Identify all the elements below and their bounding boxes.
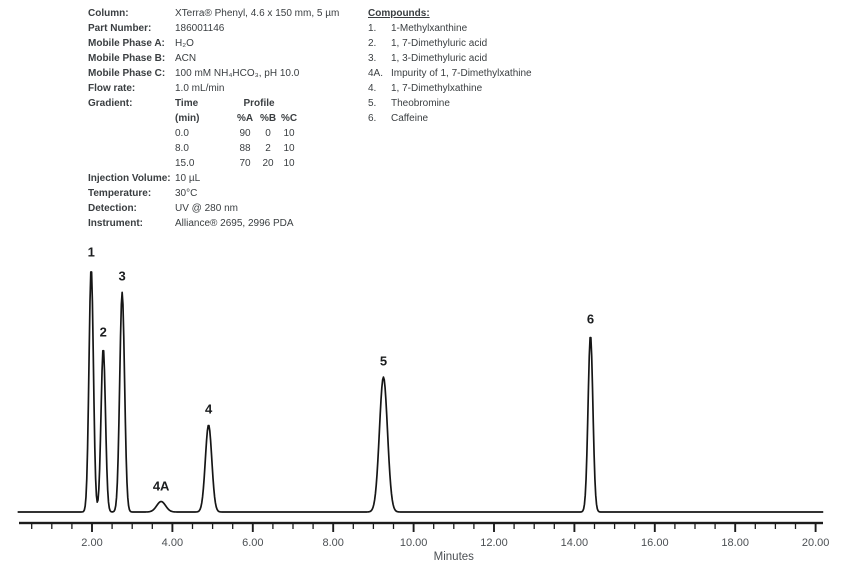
method-field-label: Mobile Phase B:	[88, 53, 166, 64]
method-row: Column: XTerra® Phenyl, 4.6 x 150 mm, 5 µ…	[88, 6, 339, 21]
gradient-subheader-a: %A	[236, 113, 254, 124]
method-row: Injection Volume: 10 µL	[88, 171, 339, 186]
compound-items: 1. 1-Methylxanthine 2. 1, 7-Dimethyluric ac…	[368, 21, 532, 126]
peak-label-2: 2	[99, 324, 107, 340]
method-field-value: 10 µL	[175, 173, 201, 184]
gradient-header-time: Time	[175, 98, 199, 109]
method-field-value: 30°C	[175, 188, 198, 199]
compound-number: 5.	[368, 98, 377, 109]
gradient-cell-time: 15.0	[175, 158, 195, 169]
method-field-value: 186001146	[175, 23, 225, 34]
method-field-label: Injection Volume:	[88, 173, 171, 184]
method-row: Instrument: Alliance® 2695, 2996 PDA	[88, 216, 339, 231]
method-conditions: Column: XTerra® Phenyl, 4.6 x 150 mm, 5 µ…	[88, 6, 339, 231]
gradient-subheader-min: (min)	[175, 113, 200, 124]
gradient-subheader-b: %B	[259, 113, 277, 124]
compound-name: 1, 7-Dimethyluric acid	[391, 38, 488, 49]
method-field-label: Mobile Phase C:	[88, 68, 166, 79]
compound-number: 4A.	[368, 68, 384, 79]
method-field-label: Temperature:	[88, 188, 152, 199]
method-row: Mobile Phase A: H₂O	[88, 36, 339, 51]
compound-name: 1, 3-Dimethyluric acid	[391, 53, 488, 64]
gradient-cell-b: 20	[262, 158, 274, 169]
x-tick-label: 2.00	[81, 537, 103, 549]
method-row: Detection: UV @ 280 nm	[88, 201, 339, 216]
peak-label-4: 4	[204, 401, 213, 417]
method-row: Flow rate: 1.0 mL/min	[88, 81, 339, 96]
method-row: Mobile Phase B: ACN	[88, 51, 339, 66]
method-field-value: XTerra® Phenyl, 4.6 x 150 mm, 5 µm	[175, 8, 340, 19]
compound-item: 4A. Impurity of 1, 7-Dimethylxathine	[368, 66, 532, 81]
x-tick-label: 12.00	[480, 537, 508, 549]
x-tick-label: 6.00	[242, 537, 264, 549]
gradient-table: Time Profile (min) %A %B %C 0.0 90 0 10 8.0 88 2 10 15…	[175, 96, 301, 171]
gradient-subheader-c: %C	[280, 113, 298, 124]
compound-name: Caffeine	[391, 113, 429, 124]
peak-label-4A: 4A	[152, 478, 170, 493]
gradient-cell-time: 8.0	[175, 143, 189, 154]
peak-label-5: 5	[379, 353, 388, 369]
compounds-list: Compounds: 1. 1-Methylxanthine 2. 1, 7-Dime…	[368, 6, 532, 126]
method-field-label: Column:	[88, 8, 129, 19]
gradient-section: Gradient: Time Profile (min) %A %B %C 0.0 90 0 10 8…	[88, 96, 339, 171]
peak-label-6: 6	[586, 311, 595, 327]
gradient-label: Gradient:	[88, 98, 133, 109]
x-tick-label: 4.00	[161, 537, 184, 549]
gradient-cell-c: 10	[283, 128, 295, 139]
compound-item: 1. 1-Methylxanthine	[368, 21, 532, 36]
gradient-cell-a: 70	[239, 158, 251, 169]
compound-name: 1-Methylxanthine	[391, 23, 468, 34]
x-axis-line	[19, 521, 823, 525]
compound-number: 6.	[368, 113, 377, 124]
compound-number: 3.	[368, 53, 377, 64]
compound-name: 1, 7-Dimethylxathine	[391, 83, 483, 94]
method-field-label: Part Number:	[88, 23, 152, 34]
method-field-label: Instrument:	[88, 218, 143, 229]
compound-item: 4. 1, 7-Dimethylxathine	[368, 81, 532, 96]
peak-label-3: 3	[118, 268, 126, 284]
method-field-label: Flow rate:	[88, 83, 136, 94]
compound-item: 2. 1, 7-Dimethyluric acid	[368, 36, 532, 51]
method-row: Part Number: 186001146	[88, 21, 339, 36]
method-field-value: Alliance® 2695, 2996 PDA	[175, 218, 294, 229]
x-axis-title: Minutes	[433, 551, 474, 563]
compound-item: 3. 1, 3-Dimethyluric acid	[368, 51, 532, 66]
method-field-value: H₂O	[175, 38, 194, 49]
compound-number: 2.	[368, 38, 377, 49]
x-tick-label: 16.00	[641, 537, 669, 549]
gradient-cell-c: 10	[283, 143, 295, 154]
method-field-value: 100 mM NH₄HCO₃, pH 10.0	[175, 68, 300, 79]
x-tick-label: 18.00	[721, 537, 749, 549]
compound-name: Impurity of 1, 7-Dimethylxathine	[391, 68, 532, 79]
x-tick-label: 10.00	[399, 537, 428, 549]
method-field-value: UV @ 280 nm	[175, 203, 238, 214]
method-field-value: 1.0 mL/min	[175, 83, 225, 94]
method-field-label: Mobile Phase A:	[88, 38, 165, 49]
chromatogram-trace	[17, 271, 824, 513]
gradient-cell-c: 10	[283, 158, 295, 169]
gradient-cell-b: 2	[265, 143, 271, 154]
x-tick-label: 8.00	[322, 537, 344, 549]
x-tick-label: 20.00	[801, 537, 830, 549]
compound-item: 5. Theobromine	[368, 96, 532, 111]
method-field-value: ACN	[175, 53, 197, 64]
method-row: Temperature: 30°C	[88, 186, 339, 201]
compounds-header: Compounds:	[368, 8, 430, 19]
gradient-cell-a: 88	[239, 143, 251, 154]
method-row: Mobile Phase C: 100 mM NH₄HCO₃, pH 10.0	[88, 66, 339, 81]
gradient-header-profile: Profile	[243, 98, 275, 109]
method-field-label: Detection:	[88, 203, 137, 214]
compound-number: 1.	[368, 23, 377, 34]
x-tick-label: 14.00	[560, 537, 589, 549]
peak-label-1: 1	[87, 244, 95, 260]
gradient-cell-time: 0.0	[175, 128, 189, 139]
compound-number: 4.	[368, 83, 377, 94]
compound-item: 6. Caffeine	[368, 111, 532, 126]
gradient-cell-a: 90	[239, 128, 251, 139]
gradient-cell-b: 0	[265, 128, 271, 139]
compound-name: Theobromine	[391, 98, 450, 109]
